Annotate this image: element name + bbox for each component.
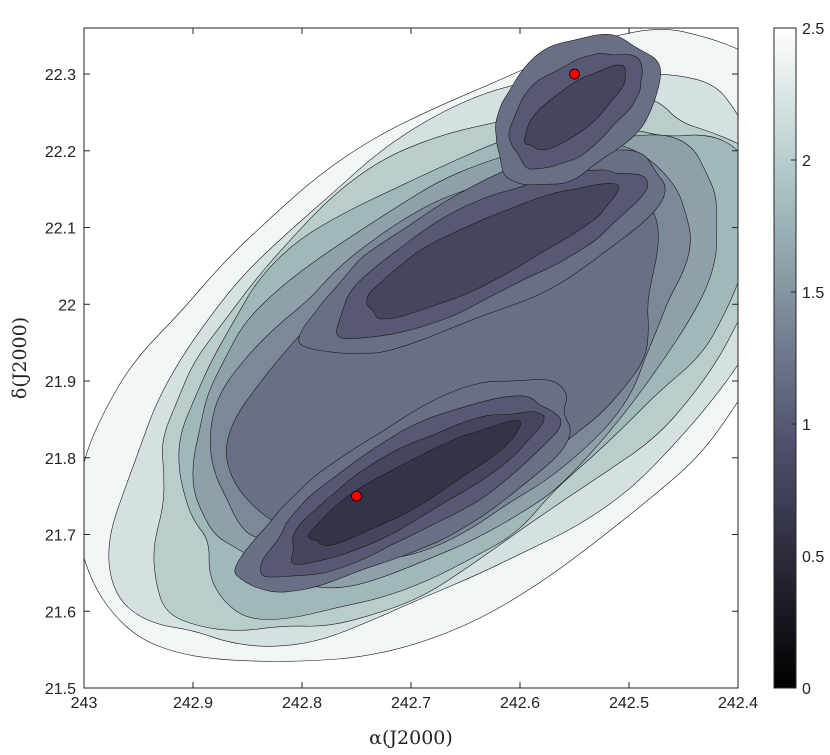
y-tick-label: 22.3: [45, 67, 76, 84]
x-tick-label: 242.5: [609, 695, 649, 712]
colorbar-tick-label: 2: [802, 153, 811, 170]
x-tick-label: 242.9: [173, 695, 213, 712]
colorbar-tick-label: 2.5: [802, 21, 824, 38]
colorbar-gradient: [773, 27, 797, 689]
x-tick-label: 242.4: [718, 695, 758, 712]
contour-band: [524, 64, 626, 151]
colorbar-tick-label: 0.5: [802, 549, 824, 566]
colorbar-tick-label: 1.5: [802, 285, 824, 302]
y-tick-label: 21.9: [45, 374, 76, 391]
marker-point: [569, 68, 580, 80]
marker-point: [351, 490, 362, 502]
y-axis-label: δ(J2000): [9, 317, 31, 399]
plot-area: 243 242.9 242.8 242.7 242.6 242.5 242.4 21.521…: [45, 27, 758, 712]
y-axis-ticks: 21.5 21.6 21.7 21.8 21.9 22 22.1 22.2 22.3: [45, 67, 738, 698]
y-tick-label: 22.1: [45, 221, 76, 238]
contour-bands: [84, 29, 738, 662]
x-tick-label: 242.8: [282, 695, 322, 712]
y-tick-label: 21.6: [45, 604, 76, 621]
colorbar-tick-label: 0: [802, 681, 811, 698]
colorbar-ticks: 0 0.5 1 1.5 2 2.5: [791, 21, 824, 698]
markers: [351, 68, 580, 502]
x-axis-ticks: 243 242.9 242.8 242.7 242.6 242.5 242.4: [71, 28, 758, 712]
x-tick-label: 242.7: [391, 695, 431, 712]
y-tick-label: 22.2: [45, 144, 76, 161]
contour-band: [366, 183, 620, 320]
colorbar: 0 0.5 1 1.5 2 2.5: [773, 21, 824, 698]
y-tick-label: 22: [58, 297, 76, 314]
x-axis-label: α(J2000): [369, 727, 453, 749]
y-tick-label: 21.8: [45, 451, 76, 468]
contour-band: [308, 420, 522, 546]
x-tick-label: 243: [71, 695, 98, 712]
colorbar-tick-label: 1: [802, 417, 811, 434]
y-tick-label: 21.5: [45, 681, 76, 698]
y-tick-label: 21.7: [45, 528, 76, 545]
x-tick-label: 242.6: [500, 695, 540, 712]
